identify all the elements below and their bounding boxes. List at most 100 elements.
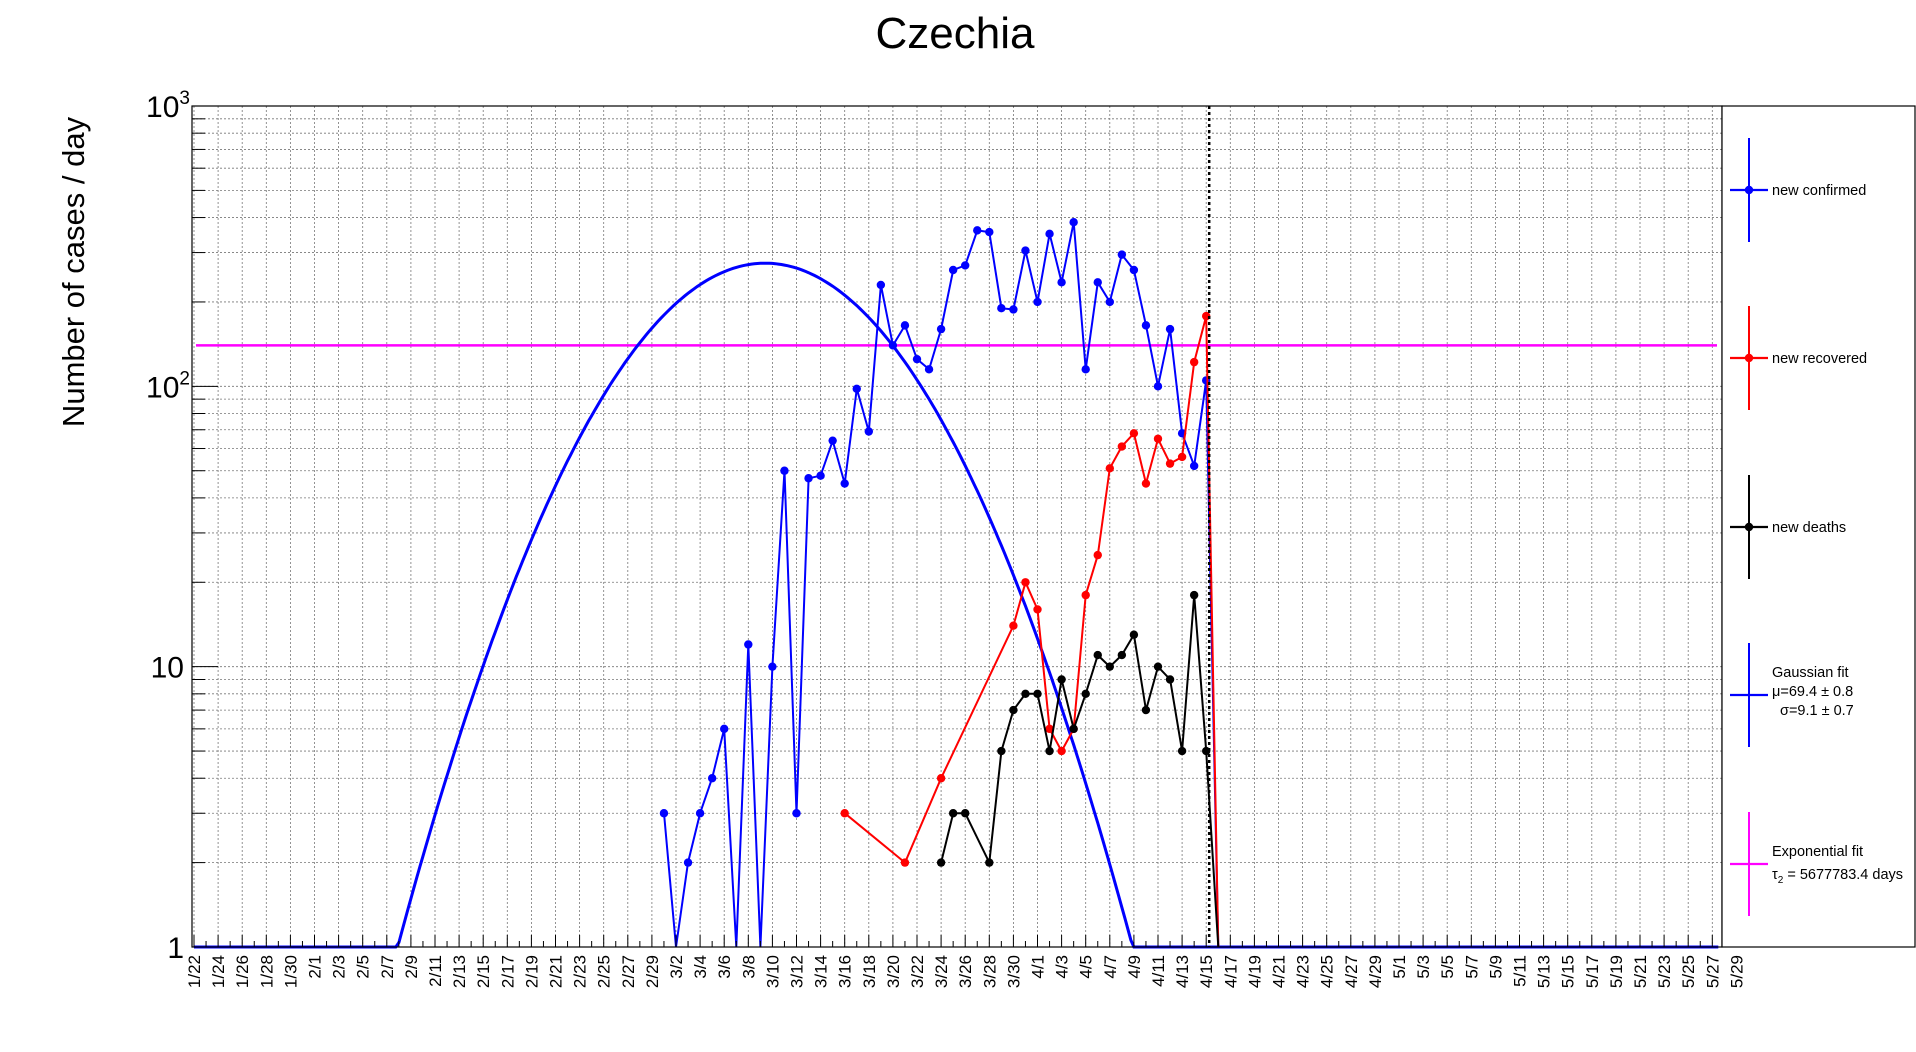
data-point [1009,705,1018,715]
data-point [1033,605,1042,614]
legend-label: Exponential fit [1772,844,1863,860]
data-point [1081,365,1090,374]
legend-entry: new deaths [1730,475,1846,579]
x-tick-label: 4/1 [1029,955,1048,979]
x-tick-label: 3/24 [932,955,951,988]
x-tick-label: 2/9 [402,955,421,979]
x-tick-label: 3/30 [1004,955,1023,988]
data-point [1045,746,1054,756]
data-point [1105,297,1115,307]
data-point [1189,461,1199,471]
data-point [1069,724,1078,734]
x-tick-label: 4/25 [1318,955,1337,988]
data-point [888,341,898,350]
data-point [792,809,801,818]
data-point [1165,459,1175,468]
x-tick-label: 3/2 [667,955,686,979]
x-tick-label: 1/22 [185,955,204,988]
x-tick-label: 4/29 [1366,955,1385,988]
data-point [1153,434,1163,443]
legend-marker [1744,185,1754,195]
data-point [1057,675,1066,684]
data-point [997,303,1006,313]
x-tick-label: 5/1 [1390,955,1409,979]
data-point [1117,442,1127,451]
legend-marker [1744,522,1754,532]
x-tick-label: 1/28 [257,955,276,988]
x-tick-label: 4/21 [1270,955,1289,988]
x-tick-label: 4/19 [1245,955,1264,988]
data-point [1033,689,1042,699]
x-tick-label: 2/29 [643,955,662,988]
data-point [985,858,994,867]
x-tick-label: 3/18 [860,955,879,988]
legend-label: σ=9.1 ± 0.7 [1780,703,1854,719]
legend-entry: Gaussian fit μ=69.4 ± 0.8 σ=9.1 ± 0.7 [1730,643,1854,747]
data-point [948,265,958,275]
data-point [683,858,693,867]
data-point [1153,382,1163,391]
legend-label: Gaussian fit [1772,665,1849,681]
legend: new confirmed new recovered new deaths Gaus… [1721,105,1916,948]
x-tick-label: 5/9 [1486,955,1505,979]
data-point [900,858,910,867]
x-tick-label: 1/24 [209,955,228,988]
x-tick-label: 5/11 [1511,955,1530,987]
data-point [852,384,861,393]
y-tick-label: 1 [167,932,184,965]
x-tick-label: 5/13 [1535,955,1554,988]
x-tick-label: 4/3 [1053,955,1072,979]
data-point [961,261,970,270]
data-point [1045,229,1054,239]
x-tick-label: 5/21 [1631,955,1650,988]
data-point [1009,621,1018,630]
data-point [780,466,789,475]
x-tick-label: 3/28 [980,955,999,988]
data-point [840,479,849,488]
x-tick-label: 3/26 [956,955,975,988]
x-tick-label: 3/20 [884,955,903,988]
data-point [1189,590,1199,600]
data-point [1105,662,1115,671]
x-tick-label: 4/23 [1294,955,1313,988]
data-point [1117,650,1127,660]
data-point [1165,324,1175,334]
data-point [1141,321,1151,330]
data-point [1093,278,1102,287]
x-tick-label: 1/26 [233,955,252,988]
x-tick-label: 4/11 [1149,955,1168,987]
data-point [828,436,837,445]
data-point [985,227,994,237]
data-point [840,809,849,818]
data-point [1153,662,1163,671]
axes: 1/22 1/24 1/26 1/28 1/30 2/1 2/3 2/5 2/7 2/9 2/11 2… [146,88,1746,988]
x-tick-label: 5/17 [1583,955,1602,988]
legend-label: μ=69.4 ± 0.8 [1772,684,1853,700]
y-tick-label: 10 [151,652,184,685]
x-tick-label: 2/11 [426,955,445,987]
x-tick-label: 5/27 [1703,955,1722,988]
x-tick-label: 2/3 [330,955,349,979]
x-tick-label: 2/21 [547,955,566,988]
data-point [1021,689,1030,699]
y-tick-label: 102 [146,368,190,404]
data-point [1093,650,1102,660]
data-point [1009,305,1018,314]
data-point [1021,246,1030,255]
data-point [864,427,873,436]
data-point [1033,297,1042,307]
x-tick-label: 2/23 [571,955,590,988]
data-point [1189,357,1199,367]
series-new-deaths [936,590,1220,948]
x-tick-label: 2/5 [354,955,373,979]
grid [192,106,1737,947]
x-tick-label: 2/13 [450,955,469,988]
y-tick-label: 103 [146,88,190,124]
legend-label: new deaths [1772,520,1846,536]
x-tick-label: 3/10 [763,955,782,988]
data-point [768,662,777,671]
x-tick-label: 3/16 [836,955,855,988]
data-point [1177,746,1187,756]
data-point [961,809,970,818]
